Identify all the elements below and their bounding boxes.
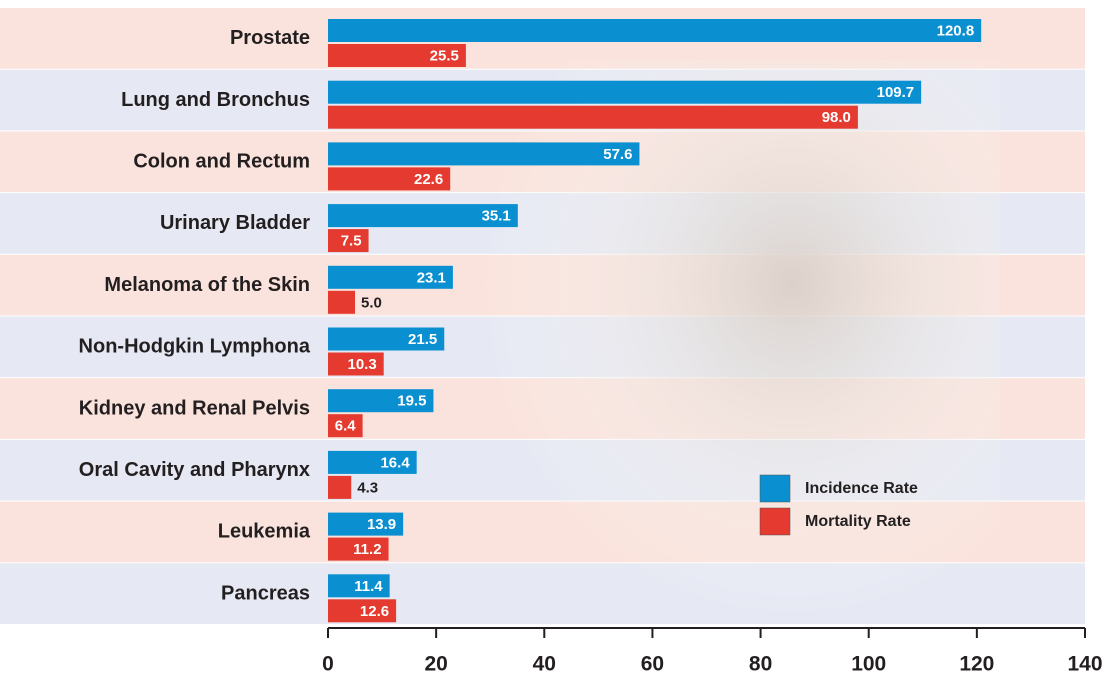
x-tick-label: 0 xyxy=(322,653,334,676)
category-label: Melanoma of the Skin xyxy=(104,274,310,296)
value-label: 16.4 xyxy=(380,454,410,471)
category-label: Pancreas xyxy=(221,582,310,604)
value-label: 5.0 xyxy=(361,294,382,311)
category-label: Urinary Bladder xyxy=(160,212,310,234)
bar xyxy=(328,204,518,228)
value-label: 25.5 xyxy=(430,47,459,64)
x-tick-label: 20 xyxy=(424,653,447,676)
value-label: 6.4 xyxy=(335,418,357,435)
value-label: 21.5 xyxy=(408,331,437,348)
category-label: Prostate xyxy=(230,27,310,49)
x-tick-label: 80 xyxy=(749,653,772,676)
x-tick-label: 120 xyxy=(959,653,994,676)
value-label: 23.1 xyxy=(417,269,446,286)
bar xyxy=(328,44,466,67)
category-label: Lung and Bronchus xyxy=(121,89,310,111)
value-label: 4.3 xyxy=(357,479,378,496)
x-tick-label: 40 xyxy=(533,653,556,676)
value-label: 11.4 xyxy=(354,578,383,595)
value-label: 11.2 xyxy=(353,541,381,558)
bar xyxy=(328,599,397,623)
bar xyxy=(328,142,640,166)
bar xyxy=(328,19,982,42)
value-label: 57.6 xyxy=(603,146,632,163)
bar xyxy=(328,512,404,536)
bar xyxy=(328,290,356,314)
category-label: Leukemia xyxy=(218,521,311,543)
bar xyxy=(328,450,417,474)
value-label: 35.1 xyxy=(482,208,511,225)
value-label: 13.9 xyxy=(367,516,396,533)
value-label: 12.6 xyxy=(360,603,389,620)
legend-swatch xyxy=(759,474,791,503)
bar xyxy=(328,537,389,561)
value-label: 120.8 xyxy=(937,22,975,39)
x-tick-label: 140 xyxy=(1067,653,1102,676)
bar xyxy=(328,80,922,104)
value-label: 22.6 xyxy=(414,171,443,188)
bar xyxy=(328,265,453,289)
bar xyxy=(328,327,445,351)
value-label: 98.0 xyxy=(822,109,851,126)
value-label: 7.5 xyxy=(341,233,362,250)
legend-label: Incidence Rate xyxy=(805,480,918,497)
x-tick-label: 100 xyxy=(851,653,886,676)
value-label: 19.5 xyxy=(397,393,426,410)
bar xyxy=(328,229,369,253)
bar xyxy=(328,389,434,413)
bar xyxy=(328,574,390,598)
bar xyxy=(328,352,384,376)
value-label: 109.7 xyxy=(877,84,915,101)
category-label: Kidney and Renal Pelvis xyxy=(79,397,310,419)
category-label: Non-Hodgkin Lymphona xyxy=(79,336,311,358)
bar xyxy=(328,105,858,129)
legend-label: Mortality Rate xyxy=(805,513,911,530)
bar xyxy=(328,414,363,438)
value-label: 10.3 xyxy=(347,356,376,373)
category-label: Colon and Rectum xyxy=(133,151,310,173)
x-tick-label: 60 xyxy=(641,653,664,676)
legend-swatch xyxy=(759,507,791,536)
category-label: Oral Cavity and Pharynx xyxy=(79,459,310,481)
bar xyxy=(328,475,352,499)
bar xyxy=(328,167,451,191)
